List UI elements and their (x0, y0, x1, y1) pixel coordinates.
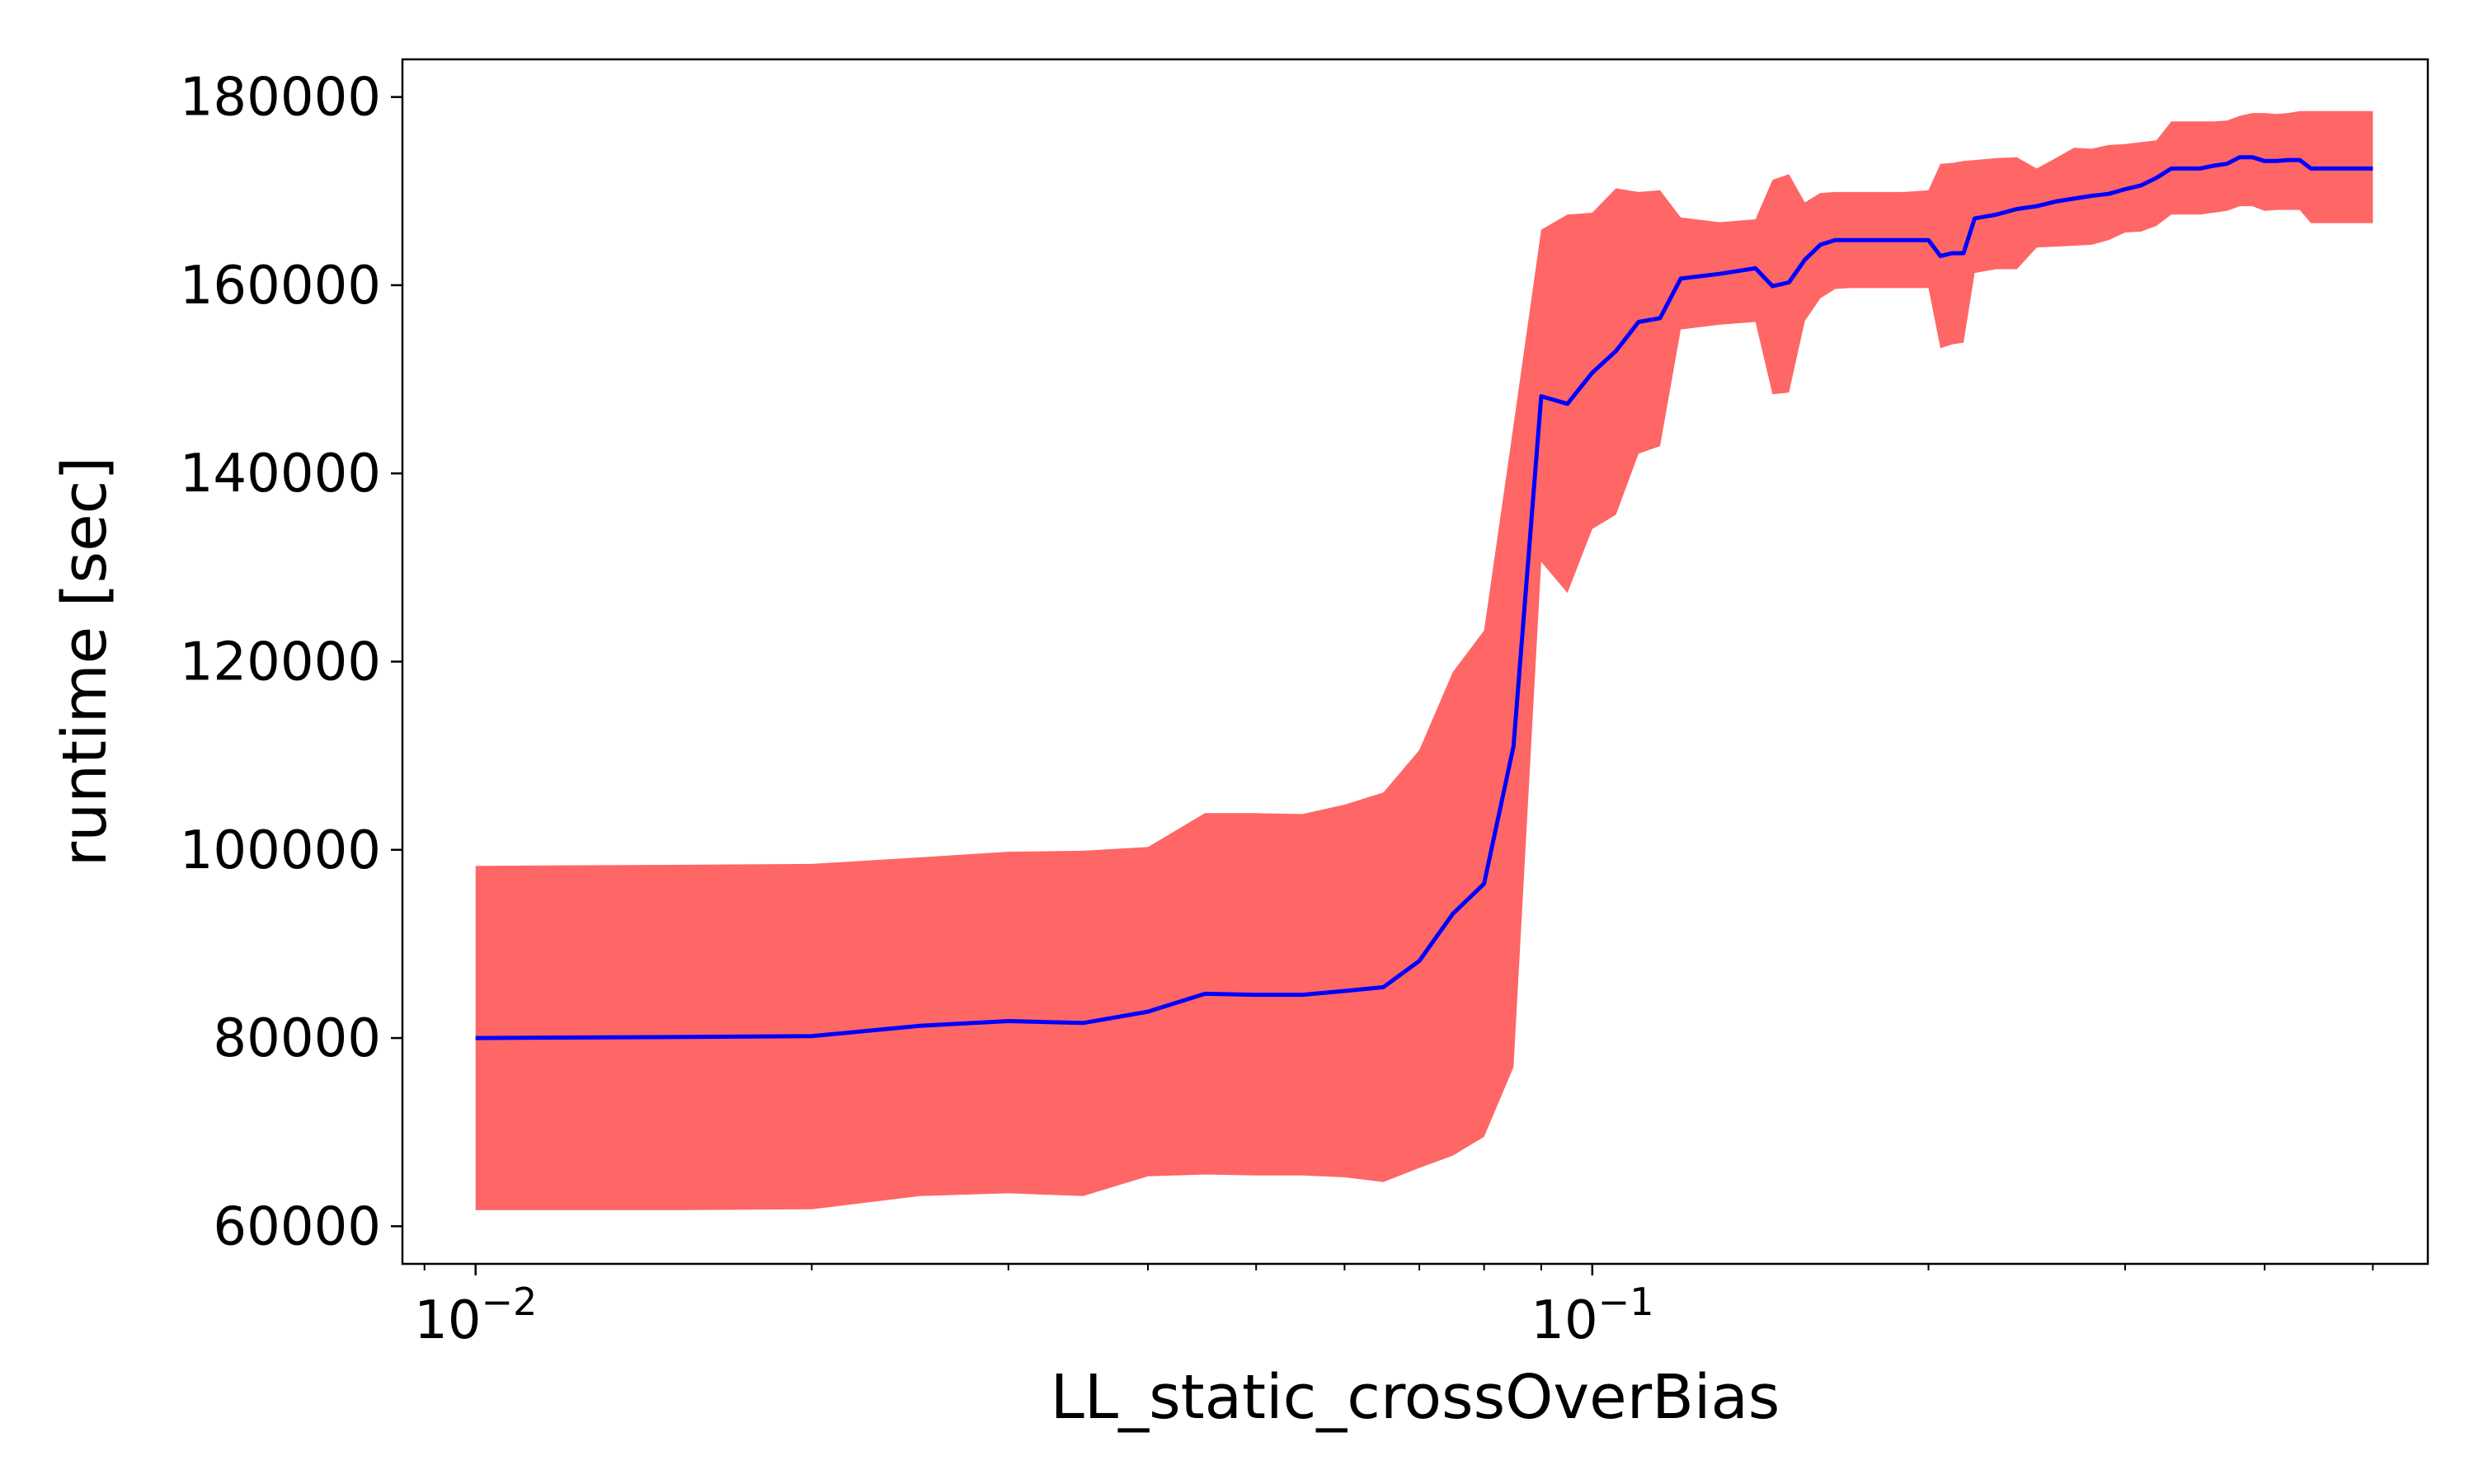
x-tick-label: 10−1 (1531, 1280, 1653, 1351)
std-band (475, 110, 2373, 1210)
y-tick-label: 160000 (180, 256, 381, 317)
y-tick-label: 80000 (213, 1008, 381, 1069)
y-tick-label: 180000 (180, 68, 381, 129)
y-tick-label: 100000 (180, 820, 381, 881)
mean-line (475, 155, 2373, 1040)
y-tick-label: 140000 (180, 444, 381, 505)
y-tick-label: 60000 (213, 1196, 381, 1257)
x-axis-label: LL_static_crossOverBias (1051, 1362, 1780, 1433)
y-axis-label: runtime [sec] (49, 457, 120, 866)
x-tick-base: 10 (414, 1290, 481, 1351)
x-tick-base: 10 (1531, 1290, 1597, 1351)
x-axis: 10−2 10−1 (414, 1264, 2374, 1351)
y-tick-label: 120000 (180, 632, 381, 693)
x-tick-label: 10−2 (414, 1280, 537, 1351)
x-tick-exponent: −2 (482, 1280, 538, 1324)
y-axis: 60000 80000 100000 120000 140000 160000 180000 (180, 68, 402, 1257)
x-tick-exponent: −1 (1598, 1280, 1654, 1324)
